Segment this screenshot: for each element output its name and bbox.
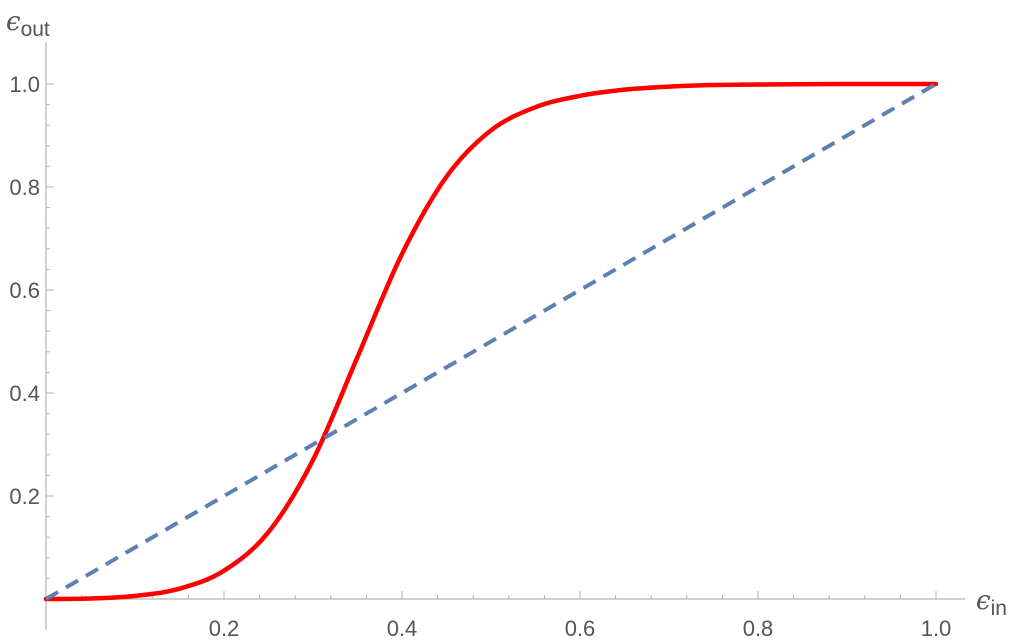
axes — [45, 42, 965, 630]
x-tick-label: 0.8 — [743, 616, 774, 641]
labels: ϵin ϵout — [6, 7, 1007, 620]
series-dashed-line — [44, 82, 938, 601]
y-tick-label: 0.4 — [9, 381, 40, 406]
x-tick-label: 1.0 — [921, 616, 952, 641]
series-solid-curve — [43, 81, 939, 602]
y-axis-label: ϵout — [6, 7, 50, 41]
x-tick-label: 0.2 — [209, 616, 240, 641]
x-tick-label: 0.6 — [565, 616, 596, 641]
y-tick-label: 0.2 — [9, 484, 40, 509]
y-tick-label: 1.0 — [9, 72, 40, 97]
y-tick-label: 0.6 — [9, 278, 40, 303]
x-tick-label: 0.4 — [387, 616, 418, 641]
y-tick-label: 0.8 — [9, 175, 40, 200]
series-group — [43, 81, 939, 602]
x-axis-label: ϵin — [976, 586, 1007, 620]
ticks: 0.2 0.4 0.6 0.8 1.0 0.2 0.4 0.6 0.8 1.0 — [9, 72, 951, 641]
